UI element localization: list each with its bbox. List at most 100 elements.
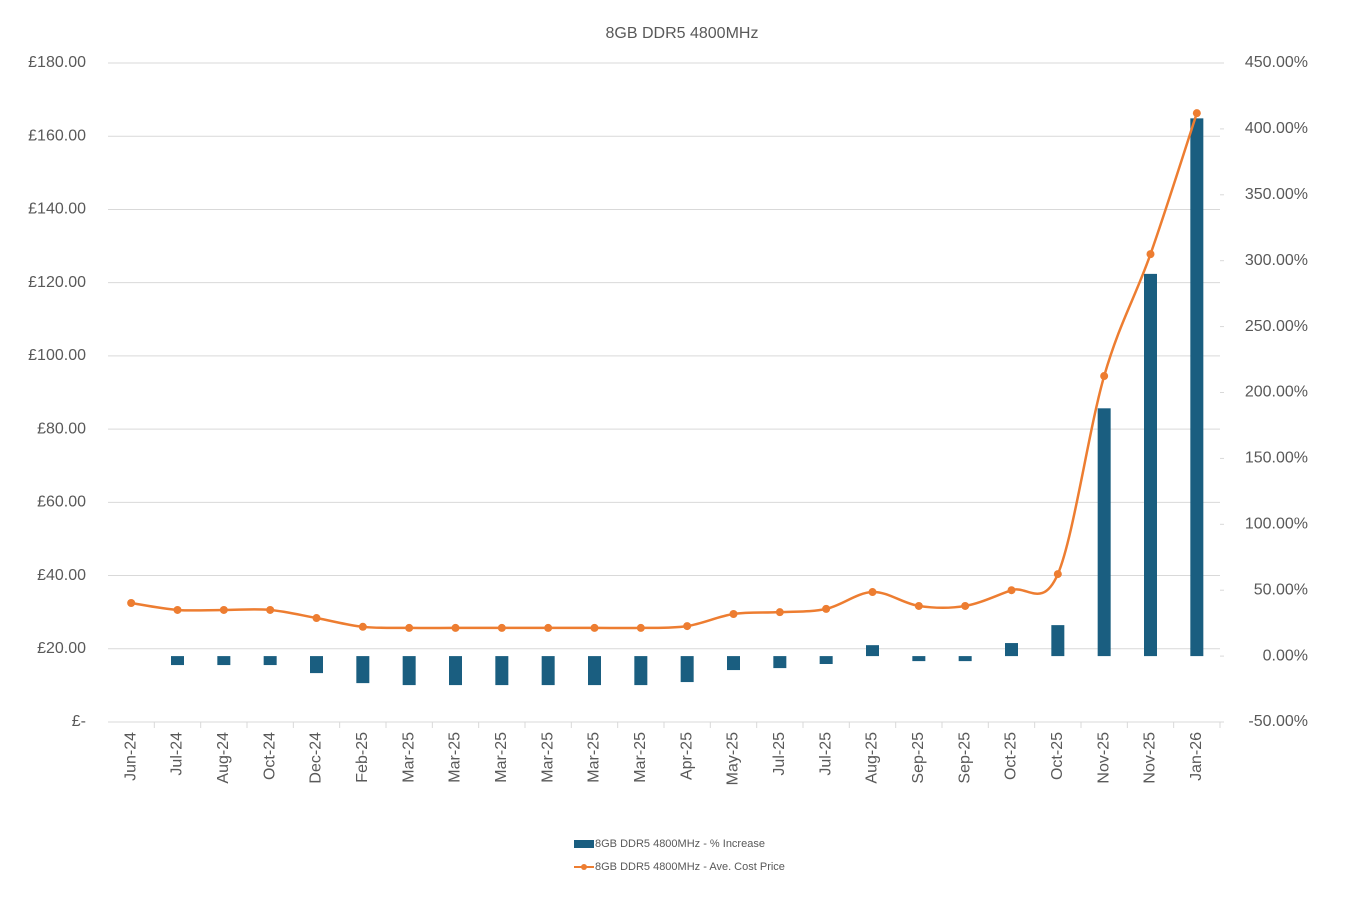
x-tick-label: Aug-24: [215, 732, 232, 784]
line-marker: [822, 604, 831, 613]
x-tick-label: Nov-25: [1142, 732, 1159, 784]
x-tick-label: Nov-25: [1095, 732, 1112, 784]
line-marker: [1192, 109, 1201, 118]
x-tick-label: Mar-25: [447, 732, 464, 783]
y-tick-label: £80.00: [37, 420, 86, 437]
y2-tick-label: 50.00%: [1254, 581, 1308, 598]
x-tick-label: Jun-24: [122, 732, 139, 781]
x-tick-label: Oct-25: [1049, 732, 1066, 780]
line-marker: [544, 623, 553, 632]
x-tick-label: Jul-25: [771, 732, 788, 776]
x-tick-label: Jan-26: [1188, 732, 1205, 781]
x-tick-label: Jul-25: [817, 732, 834, 776]
y-tick-label: £160.00: [28, 127, 86, 144]
x-tick-label: Apr-25: [678, 732, 695, 780]
y2-tick-label: -50.00%: [1248, 713, 1308, 730]
bar: [1005, 643, 1018, 657]
legend-label: 8GB DDR5 4800MHz - % Increase: [595, 838, 765, 850]
x-tick-label: Mar-25: [632, 732, 649, 783]
y2-tick-label: 300.00%: [1245, 252, 1308, 269]
x-tick-label: Jul-24: [169, 732, 186, 776]
y-tick-label: £60.00: [37, 494, 86, 511]
line-marker: [636, 623, 645, 632]
line-marker: [729, 609, 738, 618]
line-marker: [173, 605, 182, 614]
y-tick-label: £20.00: [37, 640, 86, 657]
y-tick-label: £-: [72, 713, 86, 730]
line-marker: [775, 608, 784, 617]
bar: [310, 656, 323, 674]
y2-tick-label: 450.00%: [1245, 54, 1308, 71]
x-tick-label: Mar-25: [586, 732, 603, 783]
line-marker: [405, 623, 414, 632]
y2-tick-label: 0.00%: [1263, 647, 1308, 664]
line-marker: [266, 605, 275, 614]
bar: [634, 656, 648, 686]
bar: [217, 656, 231, 666]
line-marker: [868, 588, 877, 597]
bar: [912, 656, 926, 662]
bar: [171, 656, 184, 666]
line-marker: [1007, 586, 1016, 595]
line-marker: [1053, 570, 1062, 579]
line-marker: [590, 623, 599, 632]
x-tick-label: Sep-25: [910, 732, 927, 784]
x-tick-label: Mar-25: [493, 732, 510, 783]
bar: [727, 656, 740, 671]
y-tick-label: £180.00: [28, 54, 86, 71]
y2-tick-label: 100.00%: [1245, 516, 1308, 533]
line-marker: [127, 599, 136, 608]
bar: [541, 656, 555, 686]
legend-label: 8GB DDR5 4800MHz - Ave. Cost Price: [595, 861, 785, 873]
bar: [866, 645, 879, 657]
bar: [773, 656, 787, 669]
line-marker: [683, 622, 692, 631]
bar: [495, 656, 509, 686]
x-tick-label: Sep-25: [956, 732, 973, 784]
y-tick-label: £100.00: [28, 347, 86, 364]
y2-tick-label: 350.00%: [1245, 186, 1308, 203]
bar: [402, 656, 416, 686]
bar: [588, 656, 601, 686]
bar: [958, 656, 972, 662]
y-tick-label: £140.00: [28, 201, 86, 218]
bar: [356, 656, 370, 684]
x-tick-label: Aug-25: [864, 732, 881, 784]
bar: [1051, 625, 1065, 657]
x-tick-label: Mar-25: [539, 732, 556, 783]
x-tick-label: Oct-25: [1003, 732, 1020, 780]
line-marker: [961, 601, 970, 610]
x-tick-label: Oct-24: [261, 732, 278, 780]
line-marker: [1146, 250, 1155, 259]
y-tick-label: £120.00: [28, 274, 86, 291]
line-marker: [1100, 372, 1109, 381]
line-marker: [451, 623, 460, 632]
line-marker: [497, 623, 506, 632]
legend-swatch: [574, 840, 594, 848]
y2-tick-label: 150.00%: [1245, 450, 1308, 467]
x-tick-label: Feb-25: [354, 732, 371, 783]
bar: [449, 656, 462, 686]
bar: [1144, 273, 1157, 657]
y2-tick-label: 200.00%: [1245, 384, 1308, 401]
y2-tick-label: 400.00%: [1245, 120, 1308, 137]
y2-tick-label: 250.00%: [1245, 318, 1308, 335]
x-tick-label: May-25: [725, 732, 742, 785]
chart-title: 8GB DDR5 4800MHz: [606, 25, 759, 42]
bar: [819, 656, 833, 665]
bar: [1190, 118, 1204, 657]
line-marker: [914, 601, 923, 610]
bar: [263, 656, 277, 666]
line-marker: [219, 605, 228, 614]
x-tick-label: Dec-24: [308, 732, 325, 784]
x-tick-label: Mar-25: [400, 732, 417, 783]
legend-swatch: [581, 864, 587, 870]
line-marker: [358, 622, 367, 631]
y-tick-label: £40.00: [37, 567, 86, 584]
line-marker: [312, 614, 321, 623]
line: [130, 112, 1199, 630]
bar: [1097, 408, 1111, 657]
bar: [680, 656, 694, 683]
